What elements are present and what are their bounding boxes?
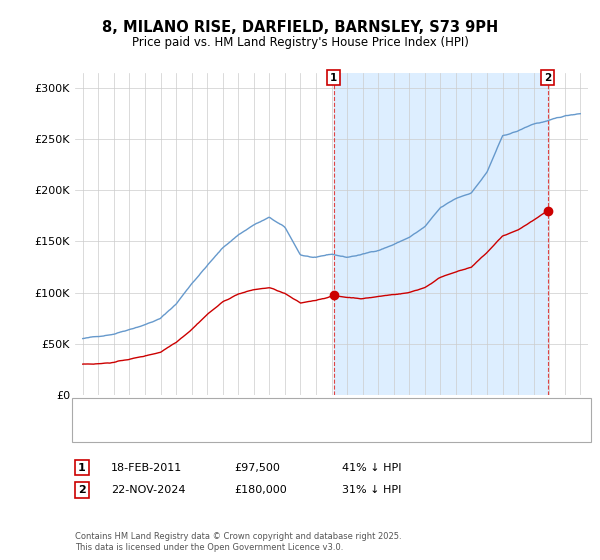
Text: ─────: ───── — [81, 425, 115, 435]
Text: 8, MILANO RISE, DARFIELD, BARNSLEY, S73 9PH (detached house): 8, MILANO RISE, DARFIELD, BARNSLEY, S73 … — [114, 405, 459, 415]
Text: £97,500: £97,500 — [234, 463, 280, 473]
Text: HPI: Average price, detached house, Barnsley: HPI: Average price, detached house, Barn… — [114, 425, 352, 435]
Text: 8, MILANO RISE, DARFIELD, BARNSLEY, S73 9PH: 8, MILANO RISE, DARFIELD, BARNSLEY, S73 … — [102, 20, 498, 35]
Text: ─────: ───── — [81, 405, 115, 415]
Text: 2: 2 — [544, 73, 551, 83]
Text: 41% ↓ HPI: 41% ↓ HPI — [342, 463, 401, 473]
Text: 2: 2 — [78, 485, 86, 495]
Text: Price paid vs. HM Land Registry's House Price Index (HPI): Price paid vs. HM Land Registry's House … — [131, 36, 469, 49]
Text: 31% ↓ HPI: 31% ↓ HPI — [342, 485, 401, 495]
Text: Contains HM Land Registry data © Crown copyright and database right 2025.
This d: Contains HM Land Registry data © Crown c… — [75, 532, 401, 552]
Text: £180,000: £180,000 — [234, 485, 287, 495]
Text: 22-NOV-2024: 22-NOV-2024 — [111, 485, 185, 495]
Text: 1: 1 — [330, 73, 337, 83]
Bar — [334, 73, 548, 395]
Text: 18-FEB-2011: 18-FEB-2011 — [111, 463, 182, 473]
Text: 1: 1 — [78, 463, 86, 473]
